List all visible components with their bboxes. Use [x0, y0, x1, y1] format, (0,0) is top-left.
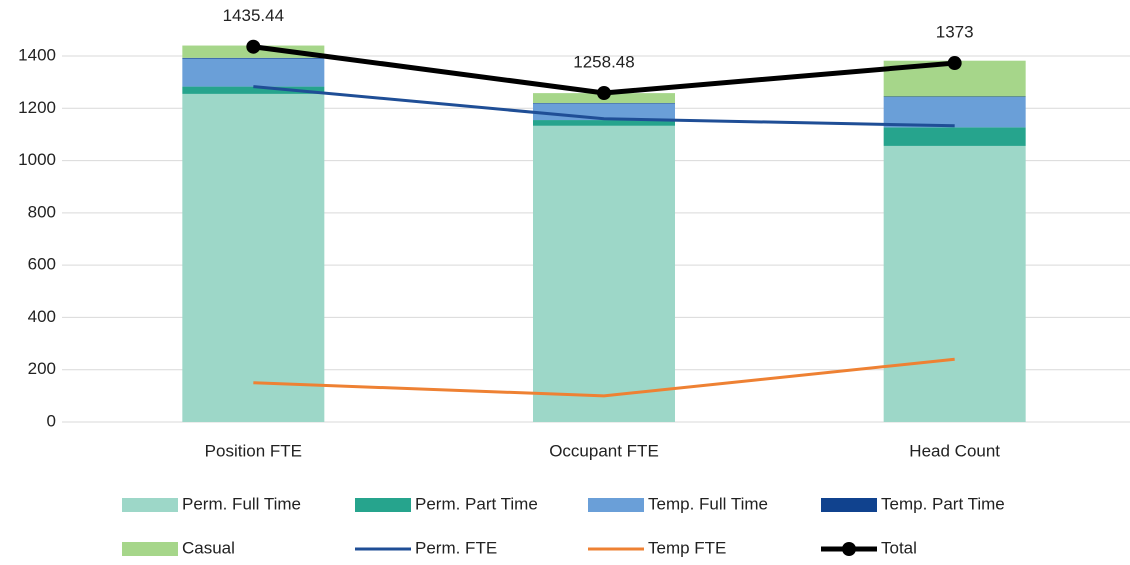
x-tick-label: Head Count [909, 441, 1000, 460]
line-marker [246, 39, 261, 54]
bar-segment [533, 120, 675, 126]
legend-label: Casual [182, 538, 235, 557]
bar-segment [182, 86, 325, 94]
bar-segment [883, 145, 1026, 422]
y-tick-label: 600 [28, 255, 56, 274]
y-tick-label: 0 [47, 411, 56, 430]
line-marker [947, 56, 962, 71]
legend-marker [842, 542, 856, 556]
legend-label: Perm. Full Time [182, 494, 301, 513]
legend-swatch [122, 542, 178, 556]
data-label: 1435.44 [223, 6, 284, 25]
x-tick-label: Occupant FTE [549, 441, 659, 460]
bar-segment [182, 58, 325, 87]
bar-segment [182, 57, 325, 59]
data-label: 1373 [936, 23, 974, 42]
bar-segment [883, 96, 1026, 98]
data-label: 1258.48 [573, 52, 634, 71]
y-tick-label: 400 [28, 307, 56, 326]
line-marker [597, 85, 611, 100]
legend-swatch [588, 498, 644, 512]
y-tick-label: 1200 [18, 98, 56, 117]
legend-swatch [122, 498, 178, 512]
bar-segment [883, 127, 1026, 146]
legend-swatch [821, 498, 877, 512]
y-tick-label: 800 [28, 202, 56, 221]
bar-segment [883, 97, 1026, 128]
legend-label: Total [881, 538, 917, 557]
y-tick-label: 200 [28, 359, 56, 378]
bar-segment [533, 125, 675, 423]
legend-label: Temp. Full Time [648, 494, 768, 513]
legend-swatch [355, 498, 411, 512]
legend-label: Temp FTE [648, 538, 726, 557]
y-tick-label: 1400 [18, 45, 56, 64]
line-series [253, 357, 955, 398]
legend-label: Perm. Part Time [415, 494, 538, 513]
y-tick-label: 1000 [18, 150, 56, 169]
bar-segment [533, 103, 675, 104]
bar-segment [182, 93, 325, 423]
legend-label: Temp. Part Time [881, 494, 1005, 513]
line-series [253, 85, 955, 128]
x-tick-label: Position FTE [205, 441, 302, 460]
legend-label: Perm. FTE [415, 538, 497, 557]
